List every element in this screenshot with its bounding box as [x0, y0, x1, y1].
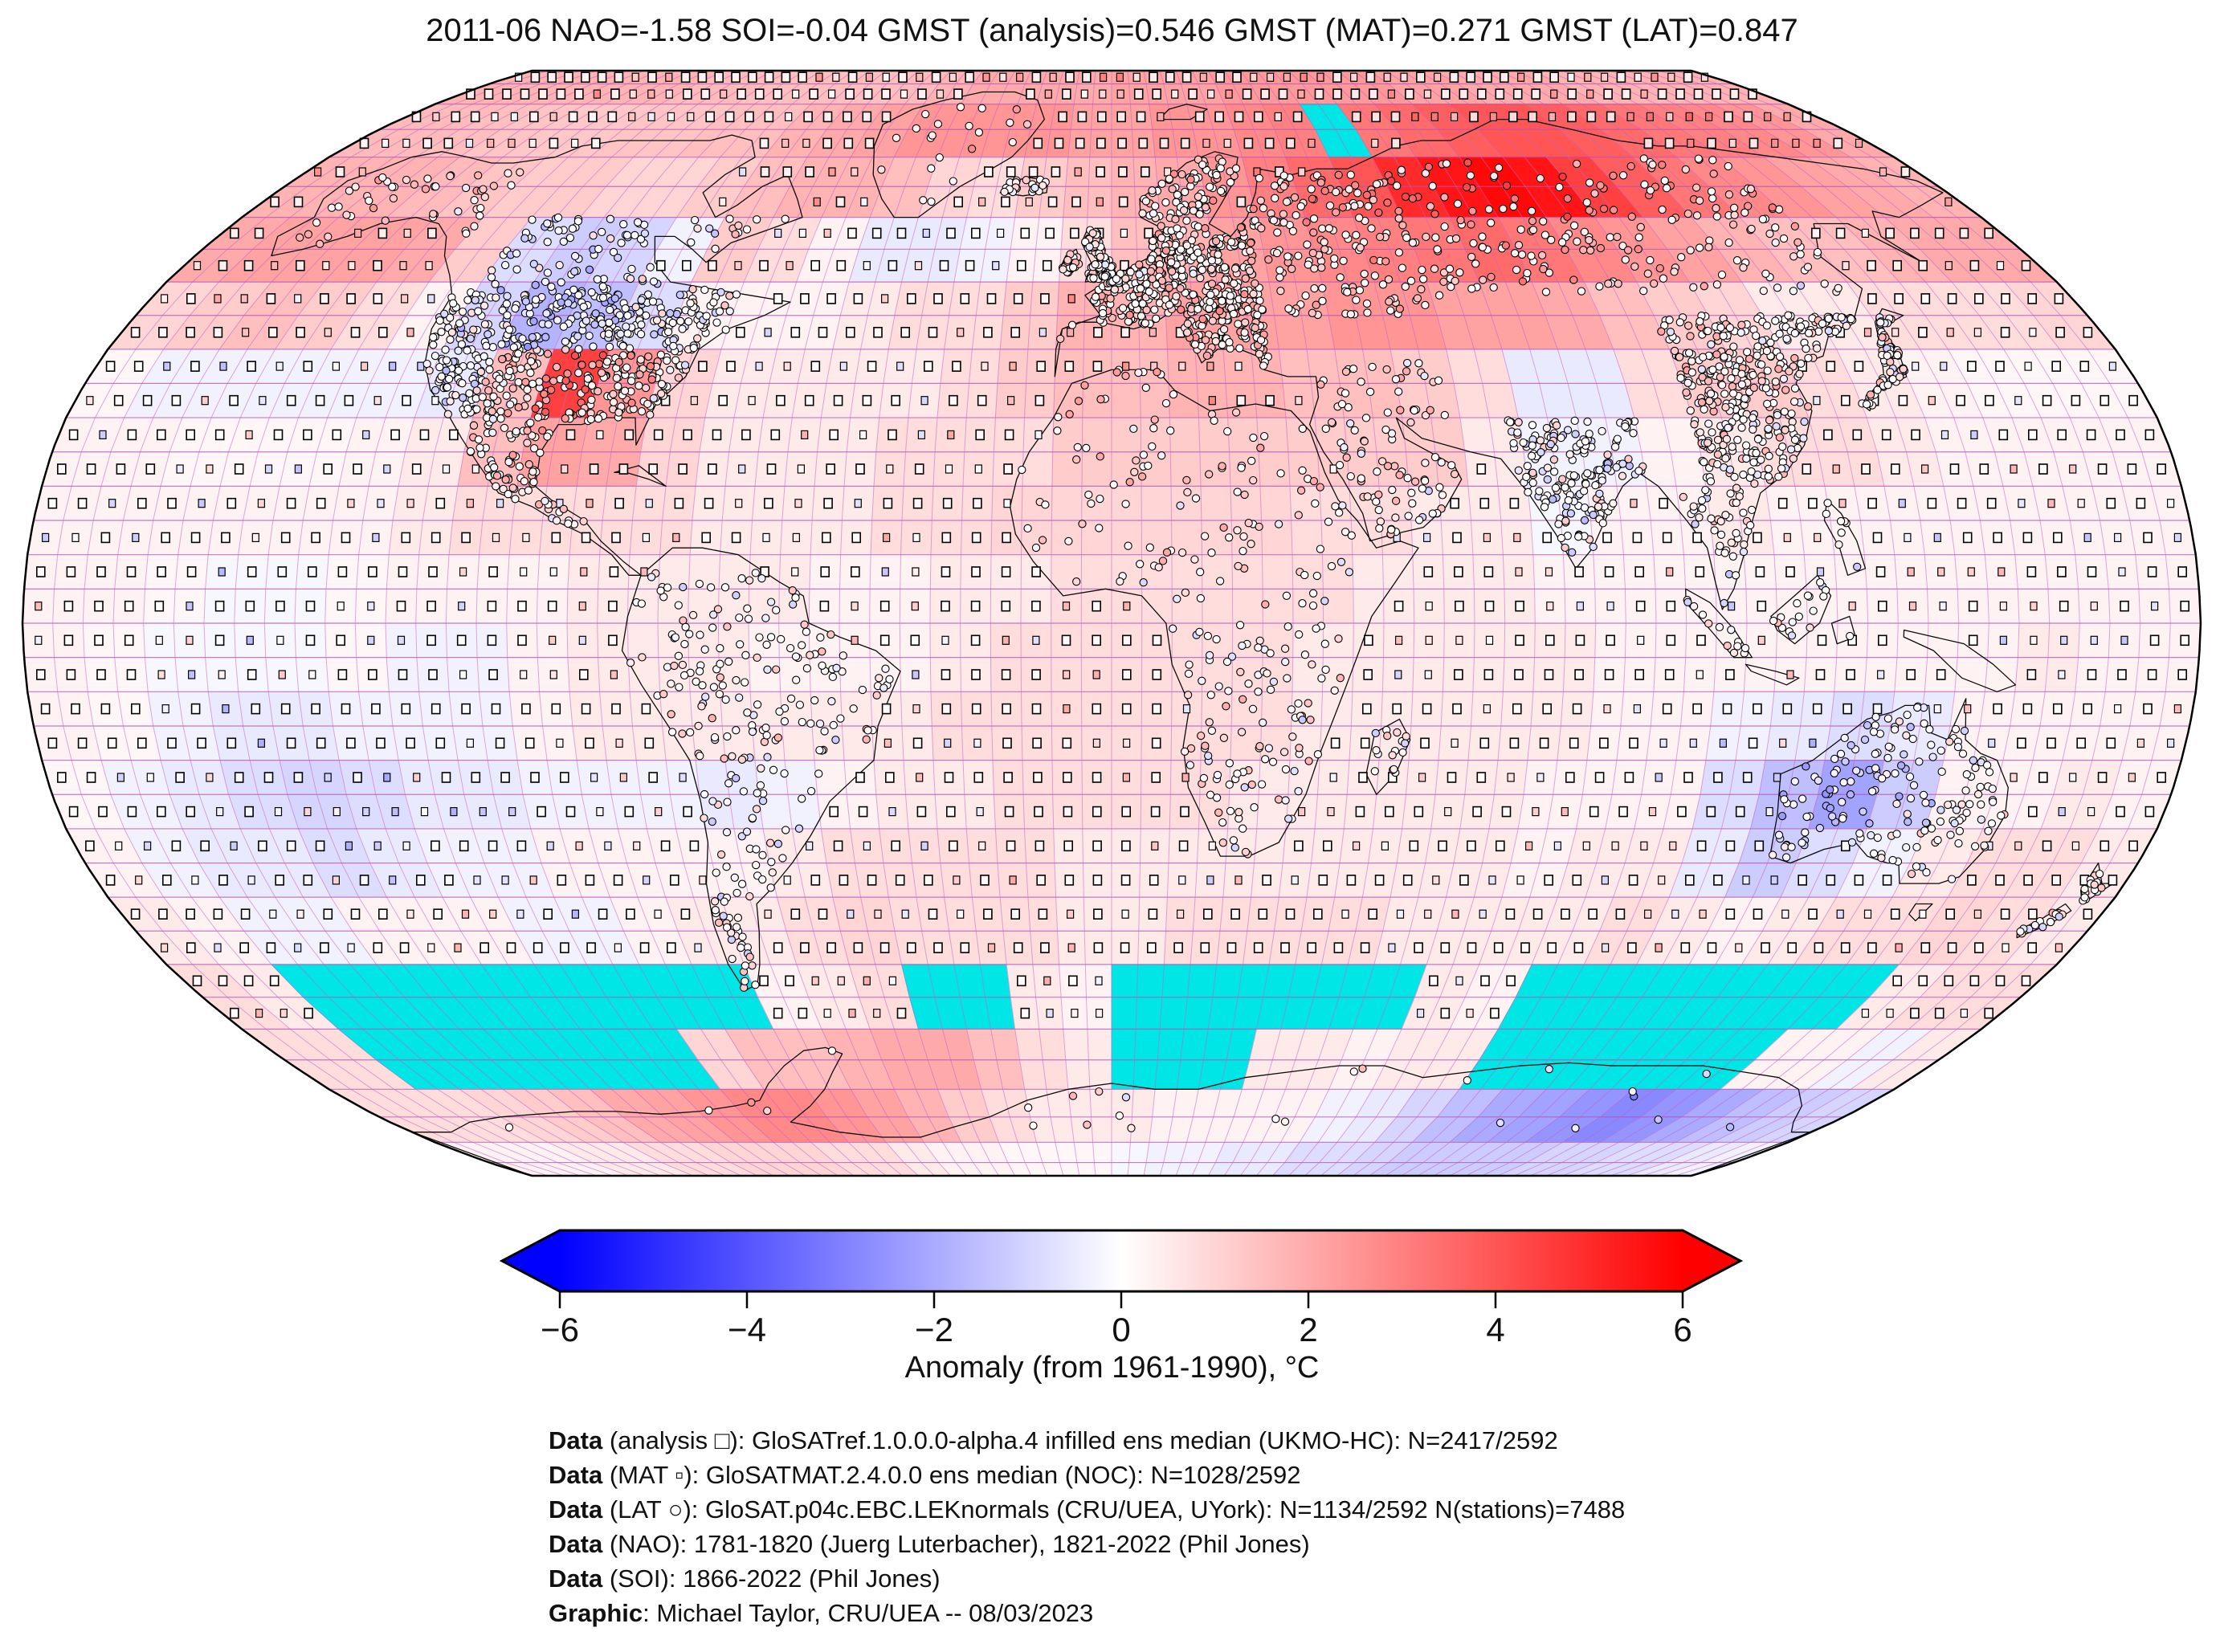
coastline-africa: [1009, 369, 1419, 857]
attribution-line-mat: Data (MAT ▫): GloSATMAT.2.4.0.0 ens medi…: [549, 1461, 1301, 1489]
colorbar-tick-label: −6: [541, 1311, 579, 1348]
attribution-line-lat: Data (LAT ○): GloSAT.p04c.EBC.LEKnormals…: [549, 1495, 1626, 1524]
coastline-java: [1745, 663, 1800, 686]
colorbar-tick-label: −2: [915, 1311, 953, 1348]
colorbar-tick-label: 2: [1299, 1311, 1317, 1348]
coastline-borneo: [1770, 574, 1832, 645]
colorbar-tick-label: −4: [728, 1311, 766, 1348]
attribution-line-nao: Data (NAO): 1781-1820 (Juerg Luterbacher…: [549, 1530, 1310, 1558]
ocean-cell-markers-layer: [35, 71, 2189, 1019]
colorbar: −6 −4 −2 0 2 4 6: [499, 1229, 1744, 1348]
colorbar-axis-label: Anomaly (from 1961-1990), °C: [904, 1351, 1320, 1385]
attribution-line-analysis: Data (analysis □): GloSATref.1.0.0.0-alp…: [549, 1426, 1558, 1454]
attribution-line-graphic: Graphic: Michael Taylor, CRU/UEA -- 08/0…: [549, 1599, 1094, 1627]
coastline-nz_south: [2016, 903, 2072, 939]
data-attribution-block: Data (analysis □): GloSATref.1.0.0.0-alp…: [549, 1423, 1625, 1630]
colorbar-tick-label: 6: [1673, 1311, 1691, 1348]
map-outline: [21, 69, 2202, 1177]
colorbar-gradient-bar: [499, 1229, 1744, 1293]
attribution-line-soi: Data (SOI): 1866-2022 (Phil Jones): [549, 1564, 941, 1593]
coastline-greenland: [872, 91, 1046, 218]
coastline-newguinea: [1903, 629, 2017, 692]
figure-title: 2011-06 NAO=-1.58 SOI=-0.04 GMST (analys…: [426, 13, 1798, 48]
coastline-eurasia: [1054, 118, 1944, 610]
coastline-northamerica: [271, 134, 803, 576]
coastline-tasmania: [1908, 903, 1933, 922]
coastline-southamerica: [621, 547, 901, 992]
colorbar-tick-label: 0: [1112, 1311, 1130, 1348]
colorbar-tick-label: 4: [1486, 1311, 1504, 1348]
coastline-svalbard: [1158, 104, 1208, 120]
station-markers-layer: [296, 103, 2106, 1132]
